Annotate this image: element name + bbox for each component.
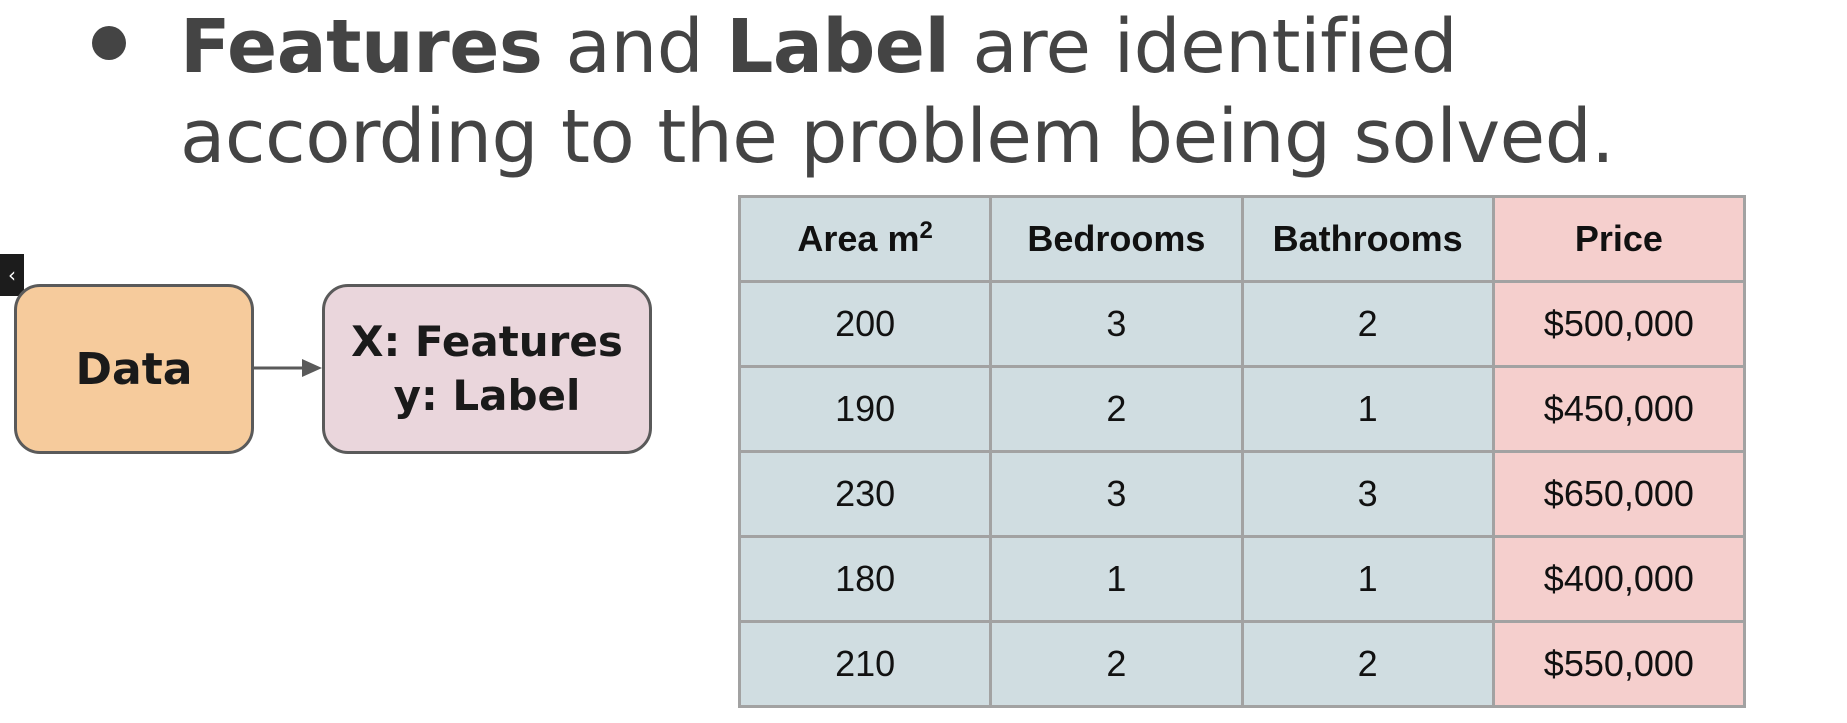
cell-price: $400,000: [1491, 535, 1747, 623]
heading-label-term: Label: [726, 4, 950, 90]
table-row: 190 2 1 $450,000: [737, 365, 1747, 453]
heading-connector: and: [542, 4, 727, 90]
slide-heading: Features and Label are identified accord…: [180, 2, 1820, 182]
header-bathrooms: Bathrooms: [1240, 195, 1495, 283]
cell-area: 200: [737, 280, 993, 368]
header-area: Area m2: [737, 195, 993, 283]
cell-price: $650,000: [1491, 450, 1747, 538]
table-row: 180 1 1 $400,000: [737, 535, 1747, 623]
cell-bedrooms: 3: [989, 450, 1244, 538]
features-label-box: X: Features y: Label: [322, 284, 652, 454]
header-price: Price: [1491, 195, 1747, 283]
cell-bedrooms: 2: [989, 620, 1244, 708]
cell-area: 180: [737, 535, 993, 623]
heading-tail: are identified: [949, 4, 1458, 90]
panel-toggle-button[interactable]: ‹: [0, 254, 24, 296]
heading-features-term: Features: [180, 4, 543, 90]
header-bedrooms: Bedrooms: [989, 195, 1244, 283]
cell-price: $450,000: [1491, 365, 1747, 453]
features-line: X: Features: [351, 317, 623, 366]
chevron-left-icon: ‹: [8, 263, 16, 287]
table-row: 200 3 2 $500,000: [737, 280, 1747, 368]
cell-bedrooms: 1: [989, 535, 1244, 623]
header-area-superscript: 2: [919, 217, 933, 244]
cell-price: $550,000: [1491, 620, 1747, 708]
housing-table: Area m2 Bedrooms Bathrooms Price 200 3 2…: [737, 195, 1747, 708]
cell-bedrooms: 2: [989, 365, 1244, 453]
cell-area: 230: [737, 450, 993, 538]
cell-bathrooms: 2: [1240, 620, 1495, 708]
cell-bedrooms: 3: [989, 280, 1244, 368]
cell-bathrooms: 1: [1240, 365, 1495, 453]
table-row: 210 2 2 $550,000: [737, 620, 1747, 708]
cell-price: $500,000: [1491, 280, 1747, 368]
arrow-icon: [252, 359, 322, 377]
data-box: Data: [14, 284, 254, 454]
label-line: y: Label: [393, 371, 581, 420]
header-area-text: Area m: [797, 218, 920, 259]
heading-line-2: according to the problem being solved.: [180, 94, 1615, 180]
heading-line-1: Features and Label are identified: [180, 2, 1820, 92]
cell-bathrooms: 2: [1240, 280, 1495, 368]
table-header-row: Area m2 Bedrooms Bathrooms Price: [737, 195, 1747, 283]
cell-bathrooms: 1: [1240, 535, 1495, 623]
table-row: 230 3 3 $650,000: [737, 450, 1747, 538]
data-box-label: Data: [75, 343, 193, 395]
cell-area: 210: [737, 620, 993, 708]
cell-bathrooms: 3: [1240, 450, 1495, 538]
bullet-dot: [92, 26, 126, 60]
cell-area: 190: [737, 365, 993, 453]
